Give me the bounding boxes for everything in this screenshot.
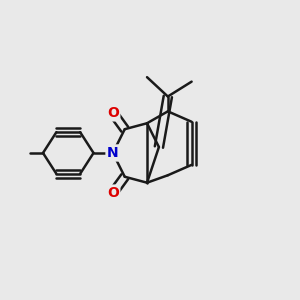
Text: O: O	[107, 106, 119, 120]
Text: O: O	[107, 186, 119, 200]
Text: N: N	[107, 146, 119, 160]
